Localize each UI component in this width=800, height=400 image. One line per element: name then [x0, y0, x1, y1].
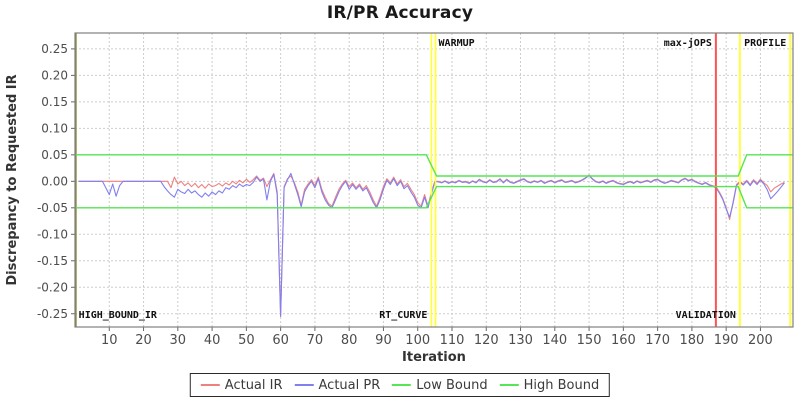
y-tick-label: -0.05	[37, 201, 68, 215]
y-tick-label: 0.00	[41, 174, 68, 188]
x-tick-label: 130	[508, 333, 533, 348]
y-tick-label: -0.15	[37, 254, 68, 268]
x-tick-label: 50	[238, 333, 255, 348]
x-tick-label: 200	[748, 333, 773, 348]
legend-item-low-bound: Low Bound	[392, 377, 488, 393]
series-high-bound	[75, 154, 793, 177]
y-tick-label: -0.25	[37, 307, 68, 321]
high-bound-swatch	[499, 384, 519, 386]
y-tick-label: -0.20	[37, 280, 68, 294]
marker-max-jops-label: max-jOPS	[664, 37, 712, 49]
legend-label: Low Bound	[416, 377, 488, 393]
marker-rt-curve-label: RT_CURVE	[379, 310, 427, 321]
x-tick-label: 190	[714, 333, 739, 348]
y-tick-label: 0.10	[41, 121, 68, 135]
low-bound-swatch	[392, 384, 412, 386]
plot-background	[75, 33, 793, 327]
x-tick-label: 60	[272, 333, 289, 348]
legend-item-actual-pr: Actual PR	[294, 377, 381, 393]
legend-label: High Bound	[523, 377, 600, 393]
legend: Actual IR Actual PR Low Bound High Bound	[189, 373, 611, 397]
x-tick-label: 100	[405, 333, 430, 348]
x-tick-label: 110	[440, 333, 465, 348]
x-tick-label: 180	[679, 333, 704, 348]
x-tick-label: 70	[307, 333, 324, 348]
x-tick-label: 150	[577, 333, 602, 348]
marker-validation-label: VALIDATION	[676, 310, 736, 321]
x-tick-label: 120	[474, 333, 499, 348]
y-axis-label: Discrepancy to Requested IR	[5, 74, 20, 285]
x-tick-label: 20	[135, 333, 152, 348]
actual-ir-swatch	[200, 384, 220, 386]
legend-item-actual-ir: Actual IR	[200, 377, 283, 393]
y-tick-label: 0.05	[41, 148, 68, 162]
plot-border	[74, 32, 794, 328]
y-tick-label: 0.25	[41, 42, 68, 56]
legend-item-high-bound: High Bound	[499, 377, 600, 393]
x-tick-label: 160	[611, 333, 636, 348]
x-tick-label: 10	[101, 333, 118, 348]
chart-title: IR/PR Accuracy	[326, 3, 474, 23]
x-tick-label: 30	[170, 333, 187, 348]
x-axis-label: Iteration	[402, 350, 466, 365]
legend-label: Actual IR	[224, 377, 283, 393]
y-tick-label: 0.15	[41, 95, 68, 109]
y-tick-label: 0.20	[41, 68, 68, 82]
x-tick-label: 140	[542, 333, 567, 348]
x-tick-label: 90	[375, 333, 392, 348]
marker-high-bound-ir-label: HIGH_BOUND_IR	[79, 310, 158, 321]
marker-warmup-label: WARMUP	[439, 38, 475, 49]
x-tick-label: 170	[645, 333, 670, 348]
series-low-bound	[75, 185, 793, 209]
x-tick-label: 80	[341, 333, 358, 348]
y-tick-label: -0.10	[37, 227, 68, 241]
legend-label: Actual PR	[318, 377, 381, 393]
x-tick-label: 40	[204, 333, 221, 348]
marker-profile-label: PROFILE	[744, 38, 786, 49]
actual-pr-swatch	[294, 384, 314, 386]
